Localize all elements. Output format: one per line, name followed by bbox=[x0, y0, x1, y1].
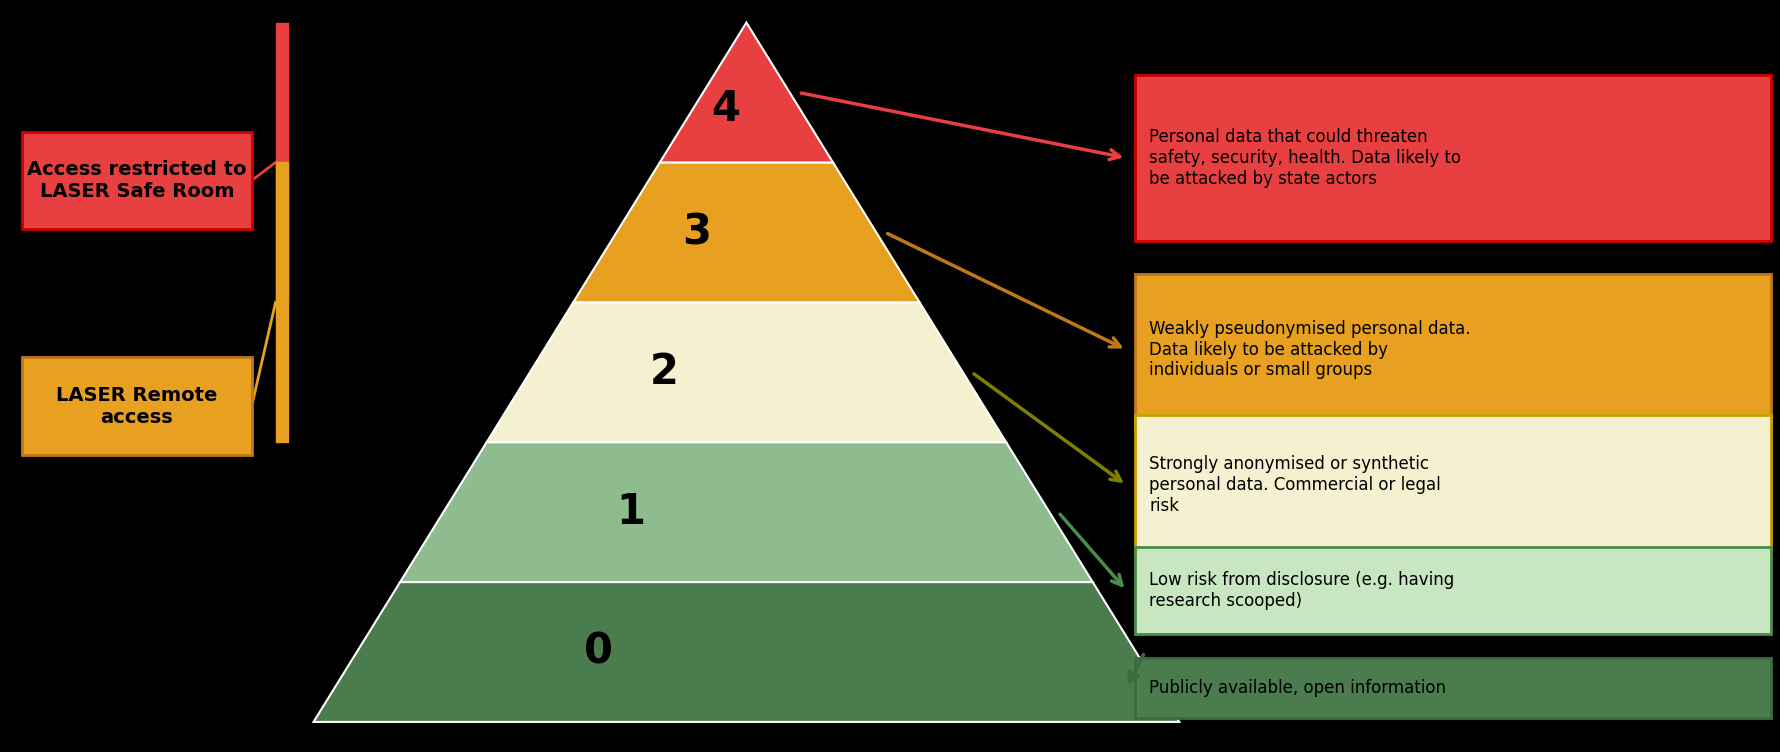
FancyBboxPatch shape bbox=[1136, 415, 1771, 555]
Text: Low risk from disclosure (e.g. having
research scooped): Low risk from disclosure (e.g. having re… bbox=[1150, 571, 1454, 610]
Polygon shape bbox=[660, 23, 833, 162]
Text: 1: 1 bbox=[616, 491, 646, 533]
FancyBboxPatch shape bbox=[1136, 274, 1771, 425]
Text: Strongly anonymised or synthetic
personal data. Commercial or legal
risk: Strongly anonymised or synthetic persona… bbox=[1150, 455, 1442, 515]
Text: Publicly available, open information: Publicly available, open information bbox=[1150, 679, 1445, 697]
FancyBboxPatch shape bbox=[1136, 547, 1771, 633]
Polygon shape bbox=[486, 302, 1006, 442]
Polygon shape bbox=[313, 582, 1180, 722]
Text: 3: 3 bbox=[682, 211, 712, 253]
FancyBboxPatch shape bbox=[21, 357, 251, 455]
Bar bbox=[276, 23, 288, 302]
Polygon shape bbox=[400, 442, 1093, 582]
Text: Access restricted to
LASER Safe Room: Access restricted to LASER Safe Room bbox=[27, 160, 247, 201]
Polygon shape bbox=[573, 162, 920, 302]
Text: Personal data that could threaten
safety, security, health. Data likely to
be at: Personal data that could threaten safety… bbox=[1150, 128, 1461, 188]
FancyBboxPatch shape bbox=[1136, 75, 1771, 241]
Text: 4: 4 bbox=[712, 88, 740, 130]
Bar bbox=[276, 162, 288, 442]
Text: Weakly pseudonymised personal data.
Data likely to be attacked by
individuals or: Weakly pseudonymised personal data. Data… bbox=[1150, 320, 1470, 380]
Text: 0: 0 bbox=[584, 631, 612, 673]
FancyBboxPatch shape bbox=[1136, 658, 1771, 718]
Text: LASER Remote
access: LASER Remote access bbox=[57, 386, 217, 426]
FancyBboxPatch shape bbox=[21, 132, 251, 229]
Text: 2: 2 bbox=[650, 351, 678, 393]
